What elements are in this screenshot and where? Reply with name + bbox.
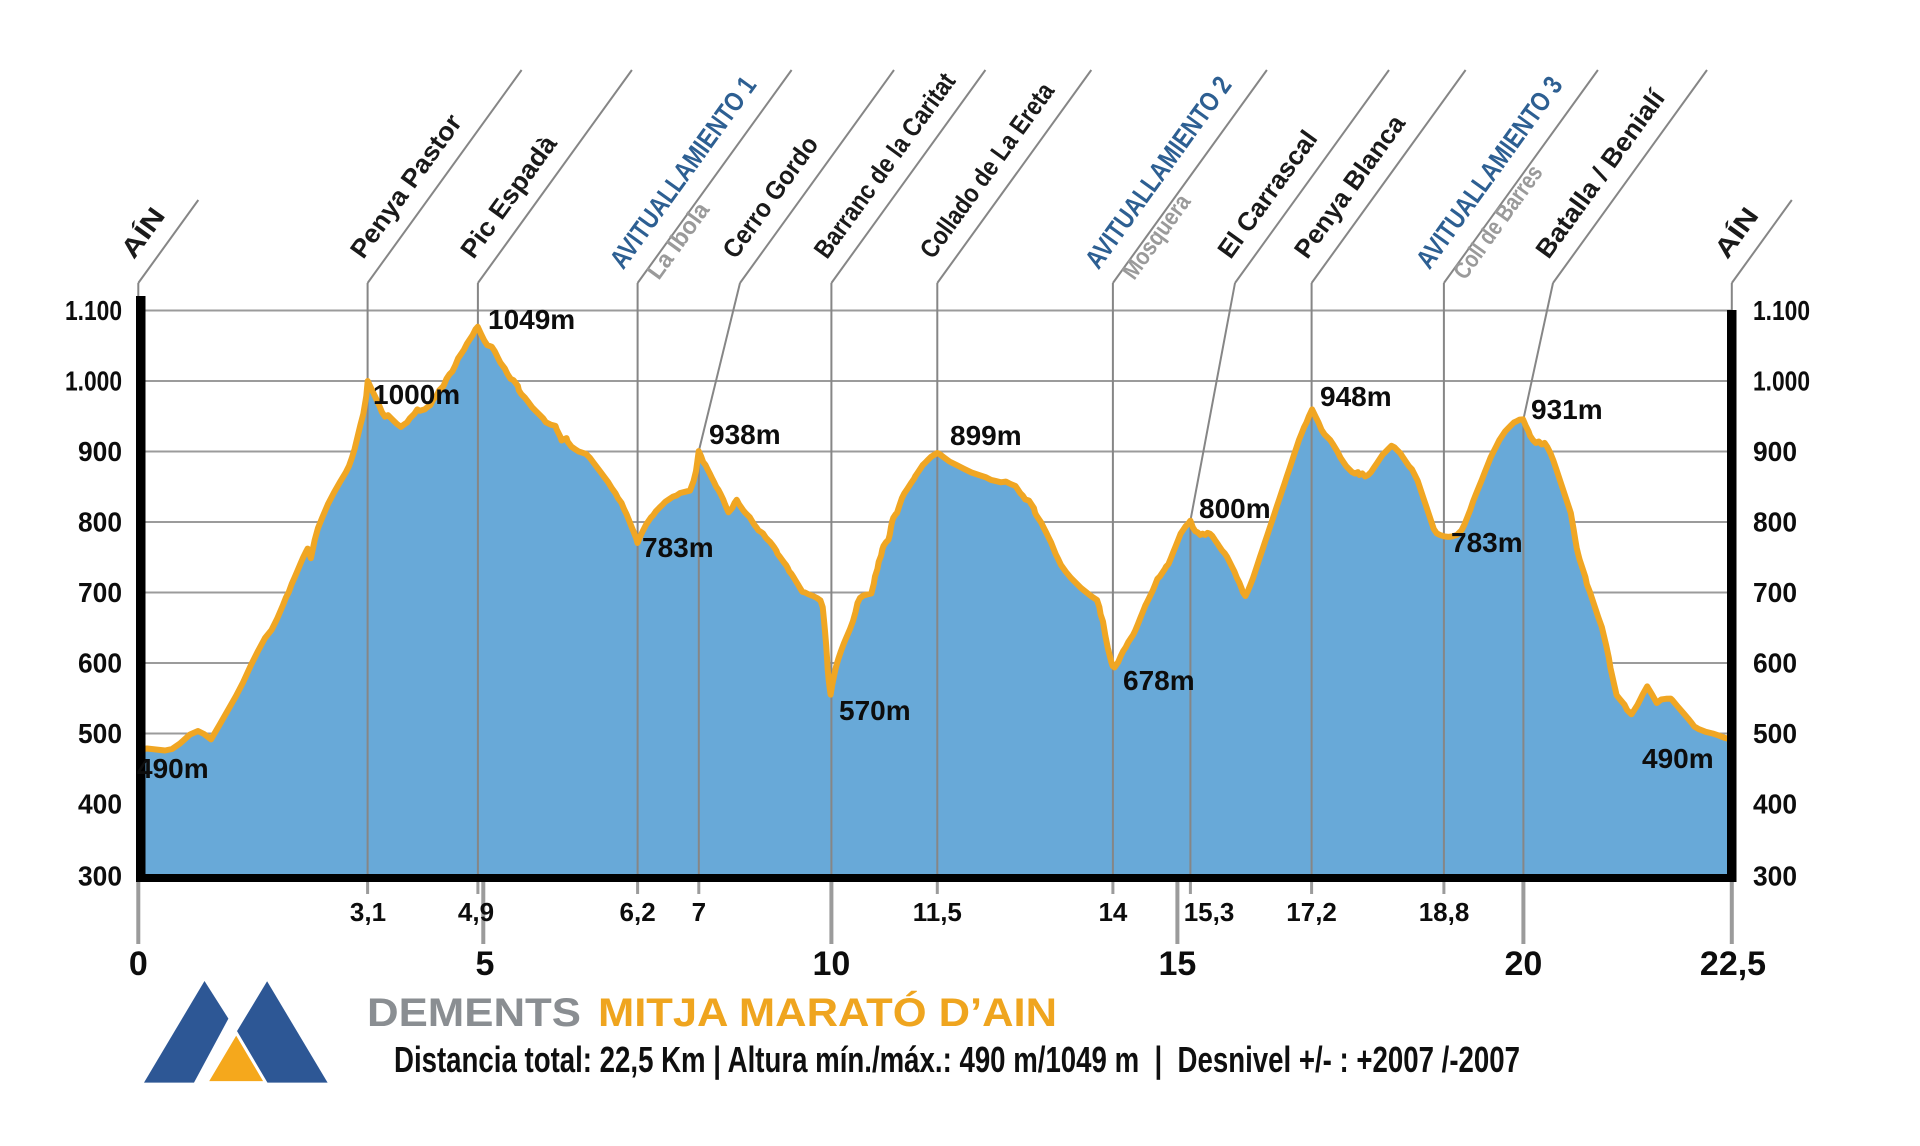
svg-text:1.100: 1.100	[65, 295, 122, 326]
svg-text:899m: 899m	[950, 420, 1022, 451]
svg-text:300: 300	[78, 861, 122, 892]
svg-text:20: 20	[1504, 945, 1542, 983]
svg-text:800: 800	[1753, 507, 1797, 538]
svg-text:300: 300	[1753, 861, 1797, 892]
svg-text:500: 500	[1753, 718, 1797, 749]
svg-text:MITJA MARATÓ D’AIN: MITJA MARATÓ D’AIN	[598, 989, 1057, 1035]
svg-text:15: 15	[1158, 945, 1196, 983]
svg-text:490m: 490m	[1642, 743, 1714, 774]
svg-text:0: 0	[129, 945, 148, 983]
svg-text:DEMENTS: DEMENTS	[367, 991, 581, 1035]
svg-text:600: 600	[1753, 648, 1797, 679]
svg-text:931m: 931m	[1531, 394, 1603, 425]
svg-text:400: 400	[1753, 789, 1797, 820]
svg-text:783m: 783m	[1451, 527, 1523, 558]
svg-text:1.000: 1.000	[1753, 366, 1810, 397]
svg-text:700: 700	[78, 577, 122, 608]
svg-text:6,2: 6,2	[620, 897, 656, 927]
svg-text:7: 7	[692, 897, 706, 927]
svg-text:938m: 938m	[709, 419, 781, 450]
svg-text:600: 600	[78, 648, 122, 679]
svg-text:800m: 800m	[1199, 493, 1271, 524]
svg-text:783m: 783m	[642, 532, 714, 563]
svg-text:700: 700	[1753, 577, 1797, 608]
svg-text:1.100: 1.100	[1753, 295, 1810, 326]
svg-text:500: 500	[78, 718, 122, 749]
svg-text:948m: 948m	[1320, 381, 1392, 412]
svg-text:900: 900	[1753, 436, 1797, 467]
svg-text:490m: 490m	[137, 753, 209, 784]
svg-text:15,3: 15,3	[1184, 897, 1235, 927]
svg-text:4,9: 4,9	[458, 897, 494, 927]
svg-text:1049m: 1049m	[488, 304, 575, 335]
svg-text:570m: 570m	[839, 695, 911, 726]
svg-text:1.000: 1.000	[65, 366, 122, 397]
svg-text:400: 400	[78, 789, 122, 820]
svg-text:17,2: 17,2	[1286, 897, 1337, 927]
svg-text:800: 800	[78, 507, 122, 538]
svg-text:14: 14	[1098, 897, 1127, 927]
svg-text:5: 5	[476, 945, 495, 983]
svg-text:22,5: 22,5	[1700, 945, 1766, 983]
svg-text:900: 900	[78, 436, 122, 467]
svg-text:3,1: 3,1	[350, 897, 386, 927]
svg-text:10: 10	[812, 945, 850, 983]
svg-text:1000m: 1000m	[373, 379, 460, 410]
svg-text:18,8: 18,8	[1419, 897, 1470, 927]
svg-text:11,5: 11,5	[913, 897, 962, 927]
svg-text:Distancia total: 22,5 Km | Alt: Distancia total: 22,5 Km | Altura mín./m…	[394, 1039, 1520, 1081]
svg-text:678m: 678m	[1123, 665, 1195, 696]
